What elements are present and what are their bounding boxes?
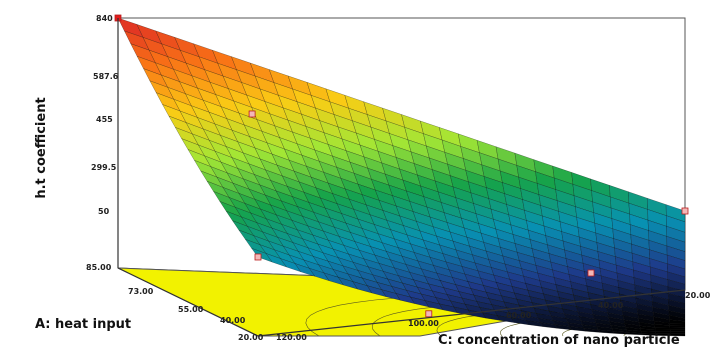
design-point xyxy=(681,207,689,215)
response-surface xyxy=(117,17,686,337)
c-tick: 60.00 xyxy=(506,311,532,320)
z-tick: 455 xyxy=(96,115,113,124)
a-tick: 55.00 xyxy=(178,305,204,314)
surface-cell xyxy=(670,333,686,337)
surface-cell xyxy=(669,323,686,326)
c-tick: 100.00 xyxy=(408,319,439,328)
c-tick: 40.00 xyxy=(598,301,624,310)
design-point xyxy=(248,110,256,118)
a-tick: 20.00 xyxy=(238,333,264,342)
surface-cell xyxy=(669,329,686,332)
a-axis-title: A: heat input xyxy=(35,317,131,332)
surface-cell xyxy=(654,327,671,330)
c-tick: 20.00 xyxy=(685,291,711,300)
design-point xyxy=(254,253,262,261)
a-tick: 73.00 xyxy=(128,287,154,296)
z-tick: 587.6 xyxy=(93,72,119,81)
z-axis-title: h.t coefficient xyxy=(34,97,49,198)
a-tick: 40.00 xyxy=(220,316,246,325)
surface-cell xyxy=(655,329,671,333)
c-axis-title: C: concentration of nano particle xyxy=(438,333,680,348)
z-tick: 299.5 xyxy=(91,163,117,172)
c-tick: 120.00 xyxy=(276,333,307,342)
a-axis-line xyxy=(117,267,259,337)
z-tick: 50 xyxy=(98,207,110,216)
c-axis-line xyxy=(257,289,686,337)
z-tick: 840 xyxy=(96,14,113,23)
surface-cell xyxy=(669,327,686,330)
a-tick: 85.00 xyxy=(86,263,112,272)
design-point xyxy=(425,310,433,318)
design-point xyxy=(587,269,595,277)
surface-cell xyxy=(669,325,686,328)
